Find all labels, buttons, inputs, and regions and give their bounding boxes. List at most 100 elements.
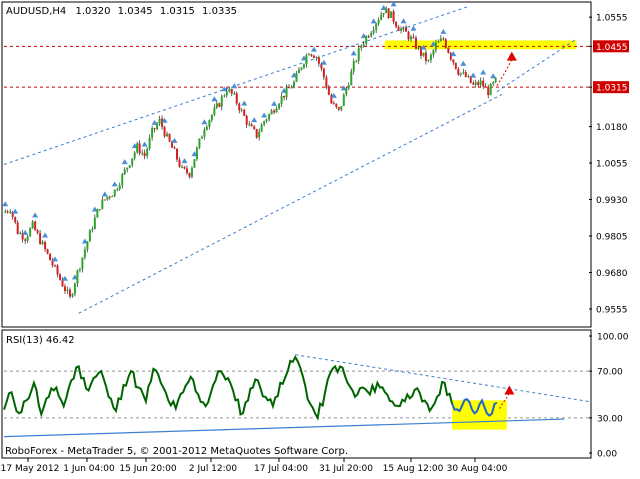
candle-body (427, 60, 430, 62)
candle-body (24, 239, 27, 241)
y-tick-label: 0.9805 (596, 232, 628, 242)
fractal-marker (420, 44, 427, 50)
candle-body (54, 265, 57, 267)
fractal-marker (141, 141, 148, 147)
fractal-marker (201, 119, 208, 125)
symbol-label: AUDUSD,H4 (6, 6, 66, 17)
candle-body (263, 121, 266, 125)
candle-body (382, 13, 385, 15)
candle-body (449, 52, 452, 60)
fractal-marker (32, 212, 39, 218)
fractal-marker (101, 191, 108, 197)
candle-body (9, 211, 12, 213)
candle-body (71, 294, 74, 297)
candle-body (176, 148, 179, 160)
candle-body (337, 107, 340, 110)
fractal-marker (400, 18, 407, 24)
fractal-marker (440, 28, 447, 34)
candle-body (482, 80, 485, 87)
candle-body (320, 63, 323, 69)
candle-body (44, 241, 47, 250)
candle-body (136, 143, 139, 153)
candle-body (200, 136, 203, 139)
price-level-label: 1.0315 (596, 84, 628, 94)
y-tick-label: 0.9555 (596, 305, 628, 315)
candle-body (352, 61, 355, 72)
candle-body (210, 114, 213, 121)
fractal-marker (181, 158, 188, 164)
candle-body (106, 196, 109, 200)
candle-body (220, 96, 223, 107)
x-tick-label: 31 Jul 20:00 (319, 464, 373, 474)
candle-body (171, 141, 174, 148)
candle-body (255, 129, 258, 138)
candle-body (151, 128, 154, 138)
candle-body (414, 37, 417, 49)
candle-body (126, 167, 129, 170)
fractal-marker (450, 51, 457, 57)
candle-body (365, 36, 368, 44)
main-plot-layer (2, 1, 589, 314)
candle-body (185, 168, 188, 174)
candle-body (78, 269, 81, 271)
rsi-line (3, 355, 454, 421)
candle-body (330, 94, 333, 104)
y-tick-label: 0.9930 (596, 196, 628, 206)
candle-body (81, 257, 84, 270)
candle-body (487, 86, 490, 96)
candle-body (454, 62, 457, 70)
candle-body (310, 54, 313, 56)
candle-body (29, 228, 32, 237)
candle-body (46, 249, 49, 254)
rsi-y-axis: 100.00 70.00 30.00 0.00 (589, 333, 629, 460)
rsi-y-tick-label: 30.00 (597, 414, 623, 424)
candle-body (180, 166, 183, 168)
channel-inner-line (496, 38, 577, 92)
main-y-axis: 1.0555 1.0455 1.0315 1.0180 1.0055 0.9930 0.98… (589, 14, 629, 315)
candle-body (240, 109, 243, 111)
candle-body (293, 81, 296, 88)
candle-body (86, 241, 89, 250)
candle-body (410, 36, 413, 40)
candle-body (168, 133, 171, 142)
candle-body (41, 241, 44, 245)
candle-body (39, 233, 42, 245)
fractal-marker (52, 256, 59, 262)
candle-body (143, 152, 146, 157)
candle-body (166, 133, 169, 137)
candle-body (477, 82, 480, 86)
candle-body (118, 185, 121, 190)
candle-body (494, 77, 497, 83)
candle-body (16, 222, 19, 234)
candle-body (437, 41, 440, 43)
candle-body (26, 236, 29, 241)
fractal-marker (22, 229, 29, 235)
candle-body (98, 209, 101, 211)
y-tick-label: 1.0055 (596, 160, 628, 170)
candle-body (88, 230, 91, 242)
candle-body (195, 147, 198, 160)
fractal-marker (161, 117, 168, 123)
candle-body (285, 87, 288, 98)
rsi-forecast-arrow-line (498, 393, 510, 409)
candle-body (447, 47, 450, 53)
fractal-marker (470, 72, 477, 78)
candle-body (270, 110, 273, 115)
fractal-marker (330, 92, 337, 98)
candle-body (444, 39, 447, 48)
candle-body (188, 173, 191, 177)
candle-body (198, 138, 201, 148)
candle-body (273, 110, 276, 113)
candle-body (300, 67, 303, 70)
candle-body (472, 82, 475, 85)
candle-body (233, 93, 236, 95)
candle-body (121, 174, 124, 186)
candle-body (76, 270, 79, 284)
candle-body (19, 233, 22, 235)
candle-body (347, 85, 350, 89)
candle-body (442, 38, 445, 40)
fractal-marker (2, 201, 9, 207)
candle-body (390, 11, 393, 18)
candle-body (163, 127, 166, 137)
